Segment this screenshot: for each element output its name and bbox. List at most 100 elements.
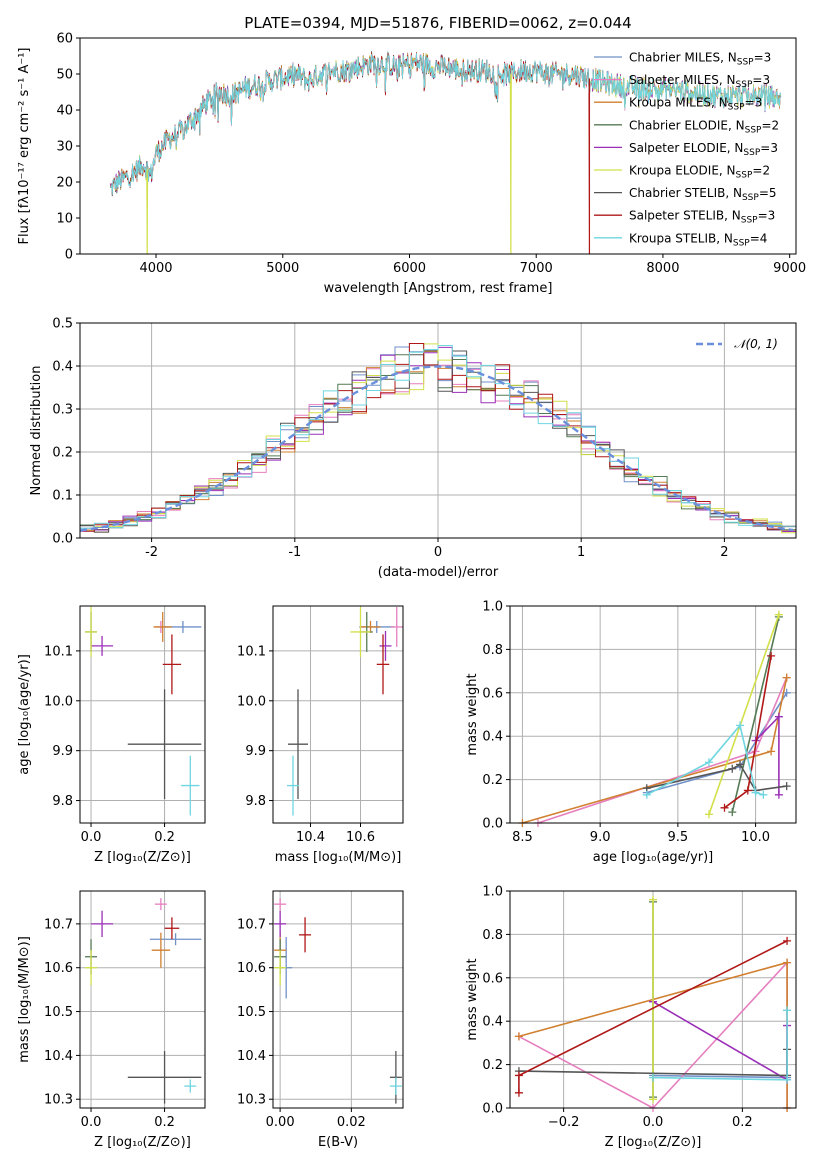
legend-name: Chabrier STELIB, N [629, 186, 742, 200]
x-tick-label: −0.2 [548, 1115, 580, 1130]
x-axis-label: Z [log₁₀(Z/Z⊙)] [605, 1135, 702, 1150]
errorbar-salpeter-elodie [91, 635, 114, 656]
x-tick-label: 0.0 [643, 1115, 664, 1130]
normal-curve [79, 365, 794, 532]
y-tick-label: 40 [56, 104, 73, 119]
axes-mass_vs_ebv: 0.00 0.02 10.3 10.4 10.5 10.6 10.7 E(B-V) [237, 890, 404, 1150]
weight-marker [514, 1088, 523, 1097]
legend-label: Kroupa STELIB, NSSP=4 [629, 231, 767, 248]
weight-marker [704, 758, 713, 767]
legend-subscript: SSP [745, 125, 762, 135]
spectrum-line-kroupa-stelib [110, 52, 782, 195]
errorbar-salpeter-miles [154, 898, 167, 911]
y-tick-label: 0.3 [52, 403, 73, 418]
axes-age_vs_Z: 0.0 0.2 9.8 9.9 10.0 10.1 Z [log₁₀(Z/Z⊙)] age [… [17, 605, 206, 865]
weight-marker [767, 747, 776, 756]
errorbar-chabrier-stelib [127, 1051, 202, 1104]
histogram-kroupa-elodie [80, 343, 796, 534]
y-tick-label: 0.2 [482, 1058, 503, 1073]
y-axis-label: Flux [fλ10⁻¹⁷ erg cm⁻² s⁻¹ A⁻¹] [17, 48, 32, 245]
x-tick-label: 7000 [520, 261, 553, 276]
weight-marker [743, 786, 752, 795]
errorbar-kroupa-elodie [350, 606, 371, 657]
weight-marker [774, 790, 783, 799]
errorbar-salpeter-stelib [164, 917, 180, 940]
y-tick-label: 9.8 [245, 794, 266, 809]
axes-frame [79, 890, 206, 1109]
y-tick-label: 10.4 [237, 1049, 266, 1064]
y-tick-label: 9.9 [52, 744, 73, 759]
weight-marker [649, 1095, 657, 1104]
x-axis-label: age [log₁₀(age/yr)] [593, 850, 714, 865]
histogram-salpeter-stelib [80, 343, 796, 532]
legend-value: =3 [745, 96, 763, 110]
axes-spectrum: 4000 5000 6000 7000 8000 9000 0 10 20 30 40 50 60 wav… [17, 14, 806, 296]
y-tick-label: 1.0 [482, 885, 503, 900]
errorbar-salpeter-miles [274, 898, 287, 911]
y-tick-label: 10 [56, 212, 73, 227]
errorbar-salpeter-elodie [379, 630, 392, 661]
legend-label: Kroupa ELODIE, NSSP=2 [629, 164, 770, 181]
y-tick-label: 1.0 [482, 600, 503, 615]
legend-subscript: SSP [736, 171, 753, 181]
x-axis-label: wavelength [Angstrom, rest frame] [324, 281, 553, 296]
legend-value: =3 [760, 141, 778, 155]
errorbar-salpeter-elodie [91, 910, 114, 938]
weight-marker [736, 760, 745, 769]
plot-area-mass_vs_Z [85, 898, 202, 1104]
weight-marker [649, 1073, 657, 1082]
y-tick-label: 0.6 [482, 686, 503, 701]
axes-frame [272, 890, 404, 1109]
axes-weight_vs_Z: −0.2 0.0 0.2 0.0 0.2 0.4 0.6 0.8 1.0 Z [log₁₀(Z/Z… [465, 885, 797, 1150]
legend-value: =3 [752, 73, 770, 87]
y-tick-label: 10.7 [237, 917, 266, 932]
plot-area-weight_vs_age [518, 610, 791, 827]
x-tick-label: 0.02 [337, 1115, 366, 1130]
axes-frame [509, 890, 797, 1109]
y-tick-label: 0.4 [482, 730, 503, 745]
y-tick-label: 60 [56, 32, 73, 47]
legend-value: =3 [758, 209, 776, 223]
legend-label: Chabrier MILES, NSSP=3 [629, 51, 771, 68]
x-tick-label: 4000 [139, 261, 172, 276]
x-tick-label: 2 [720, 545, 728, 560]
errorbar-salpeter-miles [390, 606, 403, 647]
y-tick-label: 20 [56, 176, 73, 191]
legend-label: Kroupa MILES, NSSP=3 [629, 96, 762, 113]
weight-marker [736, 721, 745, 730]
y-axis-label: mass weight [465, 958, 480, 1040]
weight-marker [783, 1006, 792, 1015]
x-axis-label: Z [log₁₀(Z/Z⊙)] [94, 1135, 191, 1150]
x-axis-label: E(B-V) [318, 1135, 358, 1150]
x-tick-label: 10.4 [296, 830, 325, 845]
legend-name: Kroupa MILES, N [629, 96, 728, 110]
legend-label: 𝒩(0, 1) [734, 337, 778, 351]
errorbar-kroupa-elodie [274, 950, 287, 986]
axes-mass_vs_Z: 0.0 0.2 10.3 10.4 10.5 10.6 10.7 Z [log₁₀(Z/Z⊙)… [17, 890, 206, 1150]
plot-area-weight_vs_Z [514, 895, 792, 1112]
axes-weight_vs_age: 8.5 9.0 9.5 10.0 0.0 0.2 0.4 0.6 0.8 1.0 age [log₁… [465, 600, 797, 865]
weight-marker [783, 958, 792, 967]
y-tick-label: 0.0 [52, 532, 73, 547]
errorbar-kroupa-stelib [389, 1077, 402, 1095]
weight-marker [751, 788, 760, 797]
errorbar-salpeter-stelib [162, 634, 182, 695]
x-axis-label: (data-model)/error [378, 565, 499, 580]
legend-subscript: SSP [743, 148, 760, 158]
y-tick-label: 0.6 [482, 971, 503, 986]
x-tick-label: 0.0 [81, 830, 102, 845]
y-tick-label: 10.1 [44, 644, 73, 659]
y-tick-label: 0.5 [52, 317, 73, 332]
errorbar-kroupa-elodie [85, 606, 98, 657]
legend-value: =2 [752, 164, 770, 178]
y-tick-label: 10.3 [237, 1093, 266, 1108]
weight-marker [774, 712, 783, 721]
weight-marker [783, 936, 792, 945]
y-tick-label: 10.6 [237, 961, 266, 976]
axes-frame [509, 605, 797, 824]
weight-marker [514, 1032, 523, 1041]
x-tick-label: 6000 [393, 261, 426, 276]
axes-frame [79, 37, 797, 255]
axes-age_vs_mass: 10.4 10.6 9.8 9.9 10.0 10.1 mass [log₁₀(M/M⊙)] [237, 605, 404, 865]
